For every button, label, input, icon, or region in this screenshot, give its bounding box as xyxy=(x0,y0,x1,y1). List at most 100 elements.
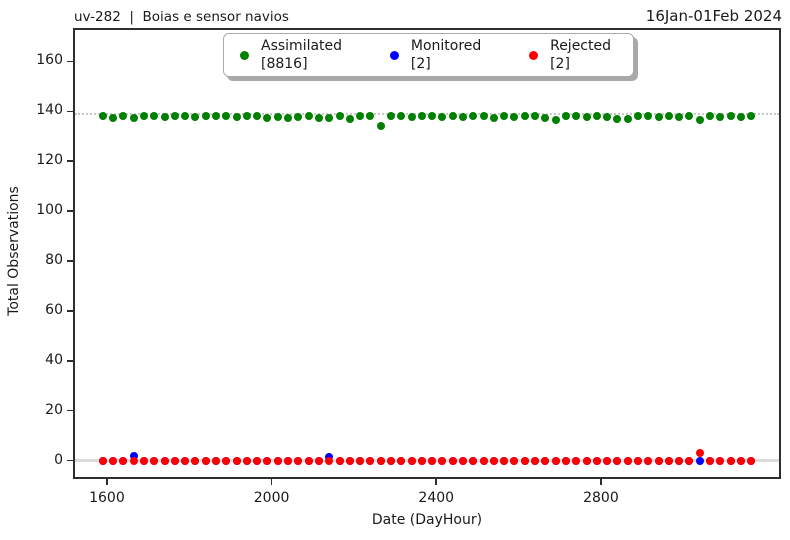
data-point xyxy=(479,456,488,465)
data-point xyxy=(561,456,570,465)
data-point xyxy=(232,456,241,465)
data-point xyxy=(314,113,323,122)
legend-entry: Rejected [2] xyxy=(529,37,611,73)
data-point xyxy=(469,456,478,465)
data-point xyxy=(479,112,488,121)
data-point xyxy=(294,113,303,122)
data-point xyxy=(448,112,457,121)
data-point xyxy=(160,113,169,122)
data-point xyxy=(736,112,745,121)
data-point xyxy=(170,456,179,465)
data-point xyxy=(273,112,282,121)
data-point xyxy=(685,456,694,465)
data-point xyxy=(119,456,128,465)
data-point xyxy=(325,114,334,123)
legend-entry: Monitored [2] xyxy=(389,37,481,73)
data-point xyxy=(222,112,231,121)
data-point xyxy=(644,456,653,465)
data-point xyxy=(366,112,375,121)
data-point xyxy=(469,112,478,121)
legend-marker-dot xyxy=(240,50,249,60)
y-tick xyxy=(67,260,73,262)
y-tick-label: 100 xyxy=(36,202,63,219)
x-tick xyxy=(600,479,602,485)
y-tick-label: 0 xyxy=(54,451,63,468)
data-point xyxy=(510,113,519,122)
y-tick-label: 20 xyxy=(45,401,63,418)
data-point xyxy=(489,456,498,465)
data-point xyxy=(448,456,457,465)
data-point xyxy=(603,456,612,465)
data-point xyxy=(695,116,704,125)
y-tick xyxy=(67,409,73,412)
data-point xyxy=(675,112,684,121)
data-point xyxy=(644,112,653,121)
y-tick xyxy=(67,210,73,212)
data-point xyxy=(428,456,437,465)
data-point xyxy=(201,112,210,121)
data-point xyxy=(314,456,323,465)
data-point xyxy=(129,114,138,123)
data-point xyxy=(716,113,725,122)
plot-area xyxy=(73,28,781,479)
data-point xyxy=(335,456,344,465)
data-point xyxy=(592,456,601,465)
data-point xyxy=(386,112,395,121)
data-point xyxy=(150,456,159,465)
data-point xyxy=(222,456,231,465)
data-point xyxy=(500,456,509,465)
data-point xyxy=(150,112,159,121)
x-axis-label: Date (DayHour) xyxy=(371,512,483,528)
data-point xyxy=(438,456,447,465)
data-point xyxy=(489,113,498,122)
data-point xyxy=(633,112,642,121)
x-tick-label: 2000 xyxy=(253,490,290,506)
data-point xyxy=(633,456,642,465)
data-point xyxy=(551,456,560,465)
data-point xyxy=(531,456,540,465)
data-point xyxy=(613,114,622,123)
data-point xyxy=(253,456,262,465)
data-point xyxy=(376,122,385,131)
data-point xyxy=(253,112,262,121)
data-point xyxy=(201,456,210,465)
data-point xyxy=(613,456,622,465)
data-point xyxy=(428,112,437,121)
x-tick xyxy=(270,479,273,485)
data-point xyxy=(417,456,426,465)
data-point xyxy=(675,456,684,465)
data-point xyxy=(294,456,303,465)
data-point xyxy=(747,456,756,465)
data-point xyxy=(325,456,334,465)
y-tick xyxy=(67,60,73,63)
data-point xyxy=(109,456,118,465)
y-tick-label: 40 xyxy=(45,351,63,368)
data-point xyxy=(386,456,395,465)
data-point xyxy=(170,112,179,121)
legend: Assimilated [8816] Monitored [2] Rejected [2] xyxy=(223,33,634,77)
data-point xyxy=(736,456,745,465)
y-tick-label: 140 xyxy=(36,102,63,119)
data-point xyxy=(212,112,221,121)
data-point xyxy=(623,115,632,124)
data-point xyxy=(459,456,468,465)
data-point xyxy=(459,113,468,122)
data-point xyxy=(263,113,272,122)
y-tick-label: 120 xyxy=(36,152,63,169)
data-point xyxy=(510,456,519,465)
data-point xyxy=(541,114,550,123)
x-tick-label: 2400 xyxy=(418,490,455,506)
data-point xyxy=(181,456,190,465)
data-point xyxy=(160,456,169,465)
data-point xyxy=(345,456,354,465)
y-tick xyxy=(67,459,73,462)
data-point xyxy=(500,112,509,121)
data-point xyxy=(397,112,406,121)
legend-entry-label: Rejected [2] xyxy=(550,37,611,72)
data-point xyxy=(304,112,313,121)
x-tick-label: 1600 xyxy=(89,490,125,506)
data-point xyxy=(397,456,406,465)
data-point xyxy=(345,114,354,123)
y-tick xyxy=(67,160,73,162)
